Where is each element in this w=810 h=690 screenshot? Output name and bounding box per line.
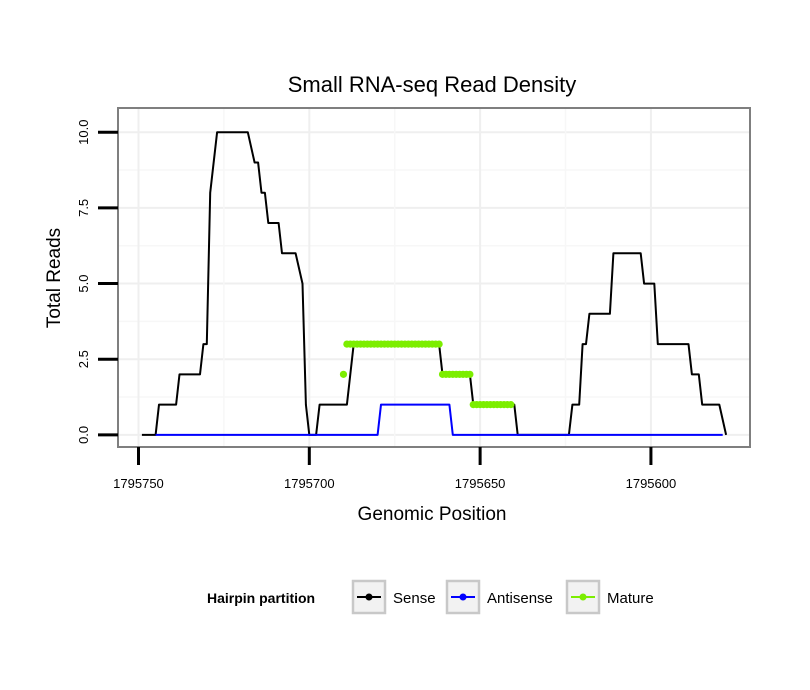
plot-series [141, 131, 728, 436]
legend-label-sense: Sense [393, 590, 436, 607]
y-tick-label-2: 5.0 [76, 275, 91, 293]
legend-item-antisense: Antisense [445, 579, 553, 615]
chart-title: Small RNA-seq Read Density [288, 72, 577, 97]
y-tick-label-0: 0.0 [76, 426, 91, 444]
grid [118, 108, 750, 447]
legend-key-dot-mature [579, 593, 587, 601]
x-axis-label: Genomic Position [358, 504, 507, 525]
y-axis-label: Total Reads [44, 228, 65, 328]
series-antisense-line [155, 403, 723, 436]
y-tick-label-3: 7.5 [76, 199, 91, 217]
legend-label-mature: Mature [607, 590, 654, 607]
series-mature [339, 340, 515, 409]
x-tick-label-1: 1795700 [284, 476, 335, 491]
mature-point-37 [466, 370, 474, 378]
plot-panel-border [117, 107, 751, 448]
legend-title: Hairpin partition [207, 590, 315, 606]
mature-point-28 [435, 340, 443, 348]
legend-key-dot-sense [365, 593, 373, 601]
legend-item-sense: Sense [351, 579, 436, 615]
mature-point-0 [339, 370, 348, 378]
legend-key-dot-antisense [459, 593, 467, 601]
x-tick-label-2: 1795650 [455, 476, 506, 491]
legend-label-antisense: Antisense [487, 590, 553, 607]
legend: Hairpin partition Sense Antisense Mature [207, 579, 654, 615]
legend-item-mature: Mature [565, 579, 654, 615]
mature-point-49 [507, 401, 515, 409]
y-tick-label-4: 10.0 [76, 120, 91, 145]
y-tick-label-1: 2.5 [76, 350, 91, 368]
x-tick-label-0: 1795750 [113, 476, 164, 491]
axes: 0.0 2.5 5.0 7.5 10.0 1795750 1795700 1795650 179… [76, 120, 676, 491]
series-sense-line [141, 131, 728, 436]
x-tick-label-3: 1795600 [626, 476, 677, 491]
